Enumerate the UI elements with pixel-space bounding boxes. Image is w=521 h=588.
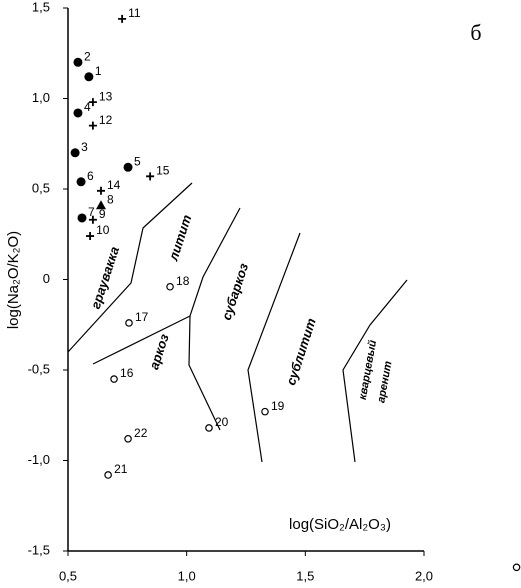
y-tick-label: 0,5 xyxy=(32,180,50,195)
point-label: 14 xyxy=(107,178,121,192)
point xyxy=(261,407,269,416)
point-label: 3 xyxy=(81,140,88,154)
point xyxy=(110,375,118,383)
field-label: кварцевый xyxy=(357,339,379,401)
x-tick-label: 0,5 xyxy=(59,568,77,583)
x-tick-label: 1,5 xyxy=(296,568,314,583)
field-label: субаркоз xyxy=(219,261,252,322)
y-tick-label: 0 xyxy=(43,271,50,286)
point-label: 4 xyxy=(84,100,91,114)
y-tick-label: 1,5 xyxy=(32,0,50,14)
point-label: 18 xyxy=(176,274,190,288)
point-label: 20 xyxy=(215,415,229,429)
point-label: 19 xyxy=(271,399,285,413)
point-label: 6 xyxy=(87,169,94,183)
point xyxy=(95,200,106,210)
boundary xyxy=(67,182,193,353)
point xyxy=(123,162,133,172)
point xyxy=(146,172,155,181)
boundary xyxy=(92,207,241,365)
x-tick-label: 1,0 xyxy=(178,568,196,583)
field-label: аркоз xyxy=(146,332,172,372)
field-label: аренит xyxy=(375,360,394,404)
y-tick-label: -1,5 xyxy=(28,542,50,557)
point-label: 2 xyxy=(84,49,91,63)
point xyxy=(125,319,133,327)
point-label: 15 xyxy=(156,164,170,178)
y-tick-label: -0,5 xyxy=(28,361,50,376)
point-label: 22 xyxy=(134,426,148,440)
point-label: 9 xyxy=(99,207,106,221)
point-label: 17 xyxy=(135,310,149,324)
point xyxy=(70,148,80,158)
x-axis-label: log(SiO₂/Al₂O₃) xyxy=(289,516,391,533)
field-label: литит xyxy=(165,213,194,264)
point xyxy=(104,471,112,479)
boundary xyxy=(342,279,408,463)
boundary xyxy=(247,232,301,463)
point xyxy=(512,563,521,572)
field-label: сублитит xyxy=(283,316,319,387)
y-axis-label: log(Na₂O/K₂O) xyxy=(5,231,22,329)
point-label: 11 xyxy=(128,6,141,20)
point xyxy=(86,232,95,241)
point-label: 13 xyxy=(99,89,113,103)
point xyxy=(88,215,97,224)
point xyxy=(205,424,213,432)
point xyxy=(73,108,83,118)
point-label: 10 xyxy=(96,223,110,237)
x-tick-label: 2,0 xyxy=(415,568,433,583)
point-label: 16 xyxy=(120,366,134,380)
y-tick-label: 1,0 xyxy=(32,90,50,105)
boundary xyxy=(188,315,221,431)
point xyxy=(166,282,174,291)
point xyxy=(118,14,127,23)
point-label: 1 xyxy=(95,64,102,78)
point-label: 12 xyxy=(99,113,113,127)
field-boundaries xyxy=(67,182,408,463)
point-label: 7 xyxy=(88,205,95,219)
point xyxy=(124,434,132,443)
point xyxy=(88,121,97,130)
y-tick-label: -1,0 xyxy=(28,452,50,467)
point xyxy=(88,98,97,107)
point xyxy=(77,213,87,223)
chart-title: б xyxy=(470,20,481,45)
point xyxy=(76,177,86,187)
point-label: 5 xyxy=(134,154,141,168)
point-label: 21 xyxy=(114,462,128,476)
point xyxy=(96,186,105,195)
field-label: граувакка xyxy=(88,245,122,311)
point xyxy=(84,72,94,82)
point xyxy=(73,57,83,67)
point-label: 8 xyxy=(107,192,114,206)
